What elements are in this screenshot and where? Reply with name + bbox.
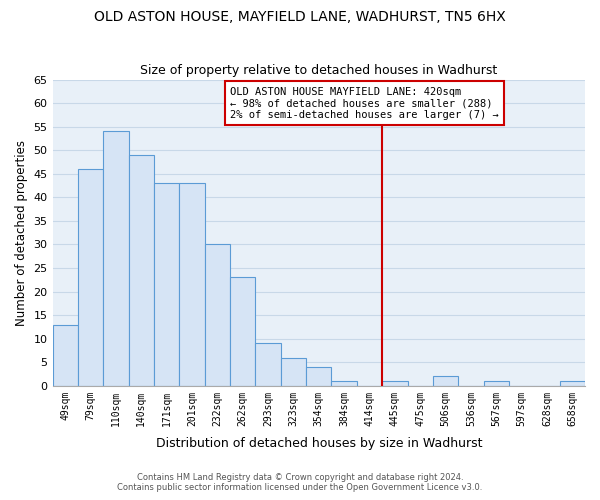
Text: Contains HM Land Registry data © Crown copyright and database right 2024.
Contai: Contains HM Land Registry data © Crown c…	[118, 473, 482, 492]
Bar	[53, 324, 78, 386]
Bar	[382, 381, 407, 386]
Bar	[433, 376, 458, 386]
Bar	[128, 155, 154, 386]
Bar	[484, 381, 509, 386]
Title: Size of property relative to detached houses in Wadhurst: Size of property relative to detached ho…	[140, 64, 497, 77]
Bar	[205, 244, 230, 386]
Bar	[281, 358, 306, 386]
Bar	[306, 367, 331, 386]
Bar	[103, 132, 128, 386]
Text: OLD ASTON HOUSE MAYFIELD LANE: 420sqm
← 98% of detached houses are smaller (288): OLD ASTON HOUSE MAYFIELD LANE: 420sqm ← …	[230, 86, 499, 120]
Bar	[331, 381, 357, 386]
Bar	[256, 344, 281, 386]
Bar	[179, 183, 205, 386]
Bar	[230, 278, 256, 386]
Bar	[154, 183, 179, 386]
X-axis label: Distribution of detached houses by size in Wadhurst: Distribution of detached houses by size …	[155, 437, 482, 450]
Text: OLD ASTON HOUSE, MAYFIELD LANE, WADHURST, TN5 6HX: OLD ASTON HOUSE, MAYFIELD LANE, WADHURST…	[94, 10, 506, 24]
Y-axis label: Number of detached properties: Number of detached properties	[15, 140, 28, 326]
Bar	[560, 381, 585, 386]
Bar	[78, 169, 103, 386]
